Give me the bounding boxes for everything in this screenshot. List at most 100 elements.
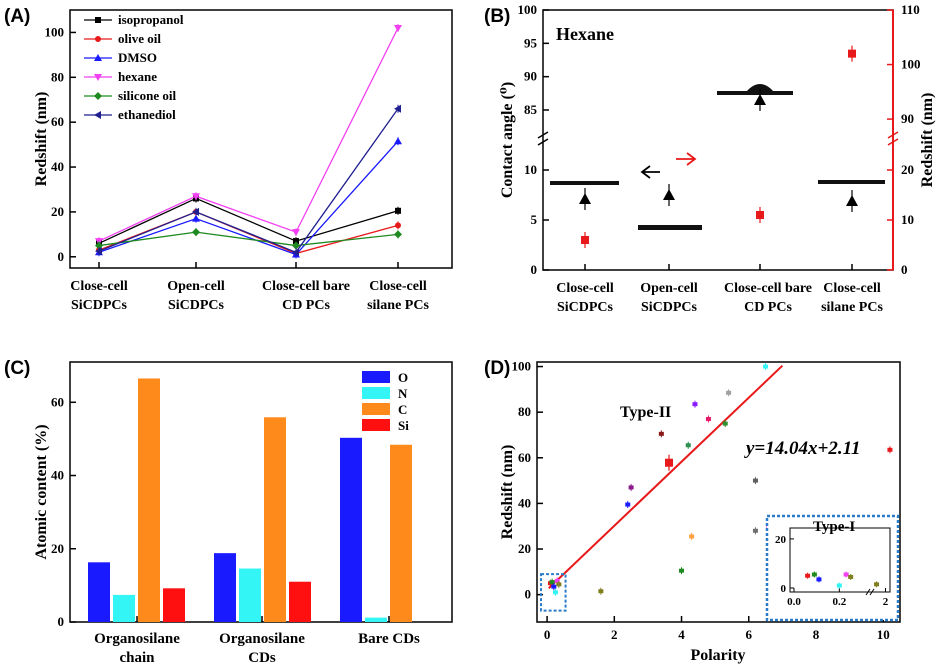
panel-d-ylabel: Redshift (nm) xyxy=(499,445,516,540)
panel-b-droplet-surface xyxy=(550,181,619,185)
panel-d-point xyxy=(763,364,769,369)
panel-a-point xyxy=(395,222,401,229)
panel-b-left-tick-label: 100 xyxy=(518,2,538,17)
panel-b-right-tick-label: 90 xyxy=(901,111,914,126)
panel-c-y-tick-label: 20 xyxy=(51,541,64,556)
panel-a-series-line xyxy=(98,27,399,242)
panel-a-point xyxy=(394,137,402,145)
panel-a-label: (A) xyxy=(4,6,30,27)
panel-a-category-label: SiCDPCs xyxy=(168,298,225,313)
panel-c-y-ticks: 0 20 40 60 xyxy=(51,394,76,629)
panel-d-x-tick-label: 8 xyxy=(813,627,820,642)
panel-d-inset-axis-break xyxy=(865,588,875,596)
panel-d-y-tick-label: 60 xyxy=(518,450,531,465)
panel-a-y-tick-label: 20 xyxy=(51,204,64,219)
panel-c-label: (C) xyxy=(4,358,30,379)
panel-a-plot-frame xyxy=(69,9,453,269)
panel-c-category-label: CDs xyxy=(248,650,276,666)
panel-b-contact-angle-point xyxy=(663,189,675,200)
panel-b-right-tick-label: 100 xyxy=(901,57,921,72)
panel-b-contact-angle-point xyxy=(846,195,858,206)
panel-b-right-tick-label: 110 xyxy=(901,2,920,17)
panel-b-redshift-point xyxy=(665,458,673,467)
panel-d-inset-plot xyxy=(789,527,891,593)
panel-a-point xyxy=(292,248,299,257)
panel-d-point xyxy=(722,421,728,426)
panel-a-y-tick-label: 80 xyxy=(51,69,64,84)
panel-a-series-line xyxy=(98,197,399,244)
panel-b-left-tick-label: 95 xyxy=(524,35,538,50)
panel-d-point xyxy=(679,568,685,573)
panel-d-zoom-box xyxy=(540,573,567,612)
panel-d-inset-x-tick-label: 2 xyxy=(883,596,889,608)
panel-d-point xyxy=(705,417,711,422)
panel-d-point xyxy=(556,582,562,587)
panel-b-ylabel-left: Contact angle (⁰) xyxy=(499,82,516,198)
panel-a-legend-marker xyxy=(95,17,101,23)
panel-d-plot-frame xyxy=(536,361,901,623)
panel-a-legend-marker xyxy=(94,54,102,61)
panel-a-y-ticks: 0 20 40 60 80 100 xyxy=(45,24,76,264)
panel-d-inset-y-tick-label: 20 xyxy=(775,534,787,546)
panel-c-y-tick-label: 40 xyxy=(51,468,64,483)
panel-d-inset-point xyxy=(816,577,822,582)
panel-a-point xyxy=(395,207,401,214)
panel-b-axes: 0 5 10 85 90 95 100 0 10 20 90 100 110 xyxy=(518,2,921,277)
panel-c-bar xyxy=(264,417,286,622)
panel-d-inset-point xyxy=(836,583,842,588)
panel-a-category-label: CD PCs xyxy=(282,298,330,313)
panel-d-x-tick-label: 2 xyxy=(611,627,618,642)
panel-c-legend-label: Si xyxy=(398,418,409,433)
panel-b-right-axis-line xyxy=(892,10,894,270)
panel-a-legend-marker xyxy=(94,74,102,81)
panel-b-redshift-point xyxy=(848,49,856,58)
panel-b-left-tick-label: 85 xyxy=(524,102,538,117)
panel-d-inset-point xyxy=(811,572,817,577)
panel-c-bar xyxy=(138,378,160,622)
panel-c-legend-swatch xyxy=(362,371,390,383)
panel-d-points xyxy=(540,363,893,612)
panel-a-y-tick-label: 0 xyxy=(58,249,65,264)
panel-a-legend: isopropanol olive oil DMSO hexane silicone o… xyxy=(84,12,184,122)
panel-d-xlabel: Polarity xyxy=(690,647,745,664)
panel-a-y-tick-label: 40 xyxy=(51,159,64,174)
panel-c-bar xyxy=(163,588,185,622)
panel-c-legend-swatch xyxy=(362,387,390,399)
panel-b-marks xyxy=(550,45,885,471)
panel-b-left-tick-label: 0 xyxy=(531,262,538,277)
panel-d-point xyxy=(549,580,555,585)
panel-b-plot-frame xyxy=(542,9,894,271)
panel-d-point xyxy=(685,443,691,448)
panel-c-legend-label: O xyxy=(398,370,408,385)
panel-b-left-axis-break xyxy=(537,131,549,146)
panel-d-inset-x-tick-label: 0.0 xyxy=(787,596,801,608)
panel-a-point xyxy=(95,241,103,250)
panel-c-category-label: Organosilane xyxy=(219,631,305,647)
panel-d-x-tick-label: 4 xyxy=(678,627,685,642)
panel-c-category-label: chain xyxy=(119,650,155,666)
panel-d-point xyxy=(554,578,560,583)
panel-b-right-axis-break xyxy=(887,131,899,146)
panel-a-series-line xyxy=(98,140,399,256)
panel-b-left-tick-label: 5 xyxy=(531,212,538,227)
panel-d-scatter-chart: (D) Redshift (nm) Polarity 0 2 4 6 8 10020406… xyxy=(484,358,901,664)
panel-a-legend-label: silicone oil xyxy=(118,88,177,103)
panel-a-category-label: Close-cell xyxy=(70,279,128,294)
panel-b-label: (B) xyxy=(484,6,510,27)
panel-a-legend-label: olive oil xyxy=(118,31,161,46)
panel-a-categories: Close-cell SiCDPCs Open-cell SiCDPCs Close-c… xyxy=(70,262,429,313)
panel-c-categories: Organosilane chain Organosilane CDs Bare CDs xyxy=(94,616,420,666)
panel-d-inset-point xyxy=(843,572,849,577)
panel-b-contact-angle-point xyxy=(754,94,766,105)
panel-b-annotation-hexane: Hexane xyxy=(556,24,614,44)
panel-a-point xyxy=(394,230,402,239)
panel-d-point xyxy=(752,528,758,533)
panel-b-droplet xyxy=(746,84,774,92)
panel-d-point xyxy=(752,478,758,483)
panel-c-y-tick-label: 0 xyxy=(58,614,65,629)
panel-c-bars xyxy=(88,378,412,622)
panel-b-droplet-surface xyxy=(638,225,702,230)
panel-a-point xyxy=(292,241,300,250)
panel-a-legend-marker xyxy=(94,111,101,119)
